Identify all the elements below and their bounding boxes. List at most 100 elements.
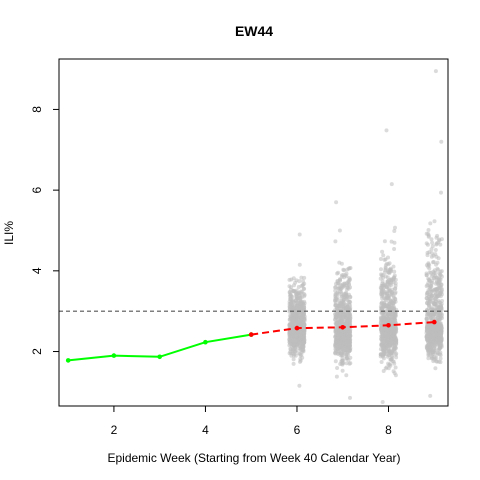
simulation-point (432, 219, 437, 224)
simulation-point (287, 330, 292, 334)
simulation-point (345, 348, 350, 353)
simulation-point (438, 291, 443, 296)
simulation-point (339, 332, 344, 337)
simulation-point (341, 297, 346, 302)
simulation-point (433, 248, 438, 252)
simulation-point (298, 359, 302, 364)
x-tick-label: 6 (294, 423, 301, 437)
simulation-point (387, 267, 392, 272)
simulation-point (300, 290, 305, 294)
simulation-point (300, 355, 305, 360)
simulation-point (338, 320, 343, 325)
simulation-point (288, 338, 293, 343)
simulation-point (432, 288, 437, 293)
simulation-point (287, 343, 292, 348)
simulation-point (334, 321, 339, 326)
simulation-point (434, 241, 439, 246)
simulation-point (291, 338, 296, 342)
simulation-point (295, 300, 300, 305)
simulation-point (297, 232, 302, 237)
simulation-point (381, 253, 386, 258)
simulation-point (333, 288, 338, 293)
simulation-point (380, 249, 385, 254)
simulation-point (428, 393, 433, 398)
simulation-point (430, 324, 434, 329)
simulation-point (438, 273, 443, 278)
simulation-point (425, 291, 430, 296)
simulation-point (299, 284, 304, 288)
simulation-point (291, 329, 296, 334)
simulation-point (291, 361, 296, 366)
simulation-point (294, 288, 299, 293)
simulation-point (346, 279, 351, 284)
simulation-point (345, 342, 350, 347)
simulation-point (393, 346, 398, 351)
simulation-point (300, 344, 304, 349)
simulation-point (393, 365, 398, 370)
simulation-point (340, 353, 345, 357)
simulation-point (287, 294, 292, 299)
simulation-point (385, 291, 390, 296)
simulation-point (298, 333, 303, 338)
simulation-point (379, 360, 384, 364)
simulation-point (297, 383, 302, 388)
simulation-point (341, 303, 345, 308)
simulation-point (433, 293, 438, 298)
simulation-point (333, 351, 338, 356)
simulation-point (435, 351, 440, 356)
simulation-point (337, 228, 342, 233)
simulation-point (346, 335, 351, 340)
simulation-point (298, 323, 303, 328)
simulation-point (382, 239, 387, 244)
simulation-point (436, 325, 441, 330)
simulation-point (333, 347, 338, 352)
observed-point (157, 354, 162, 360)
simulation-point (299, 305, 304, 310)
simulation-point (337, 260, 342, 265)
simulation-point (335, 366, 340, 370)
simulation-point (429, 247, 434, 252)
simulation-point (340, 356, 345, 361)
simulation-point (425, 253, 430, 258)
simulation-point (434, 235, 439, 240)
simulation-point (338, 282, 343, 287)
simulation-points (287, 69, 444, 404)
simulation-point (333, 285, 338, 290)
simulation-point (425, 324, 430, 329)
simulation-point (294, 292, 299, 297)
simulation-point (333, 329, 338, 334)
simulation-point (427, 287, 432, 292)
simulation-point (338, 344, 342, 349)
simulation-point (382, 270, 387, 275)
simulation-point (429, 237, 434, 242)
simulation-point (297, 262, 302, 267)
simulation-point (287, 277, 292, 282)
simulation-point (392, 317, 397, 322)
simulation-point (380, 400, 385, 404)
simulation-point (348, 295, 353, 300)
simulation-point (295, 330, 300, 335)
simulation-point (432, 306, 437, 311)
simulation-point (333, 314, 338, 319)
simulation-outlier (433, 69, 438, 74)
simulation-point (387, 353, 391, 358)
simulation-point (301, 348, 306, 353)
simulation-point (387, 349, 392, 353)
simulation-point (333, 239, 338, 244)
simulation-point (340, 368, 345, 373)
observed-point (65, 358, 71, 363)
simulation-point (340, 328, 345, 333)
simulation-point (392, 275, 397, 280)
simulation-point (437, 346, 442, 351)
simulation-point (425, 308, 430, 313)
simulation-point (342, 268, 347, 273)
simulation-point (430, 240, 435, 245)
simulation-point (299, 316, 304, 321)
simulation-point (388, 327, 393, 332)
simulation-point (426, 351, 431, 356)
simulation-point (288, 301, 293, 306)
simulation-point (342, 275, 346, 280)
simulation-week-9 (424, 69, 444, 398)
simulation-point (380, 352, 385, 356)
simulation-point (437, 276, 442, 281)
